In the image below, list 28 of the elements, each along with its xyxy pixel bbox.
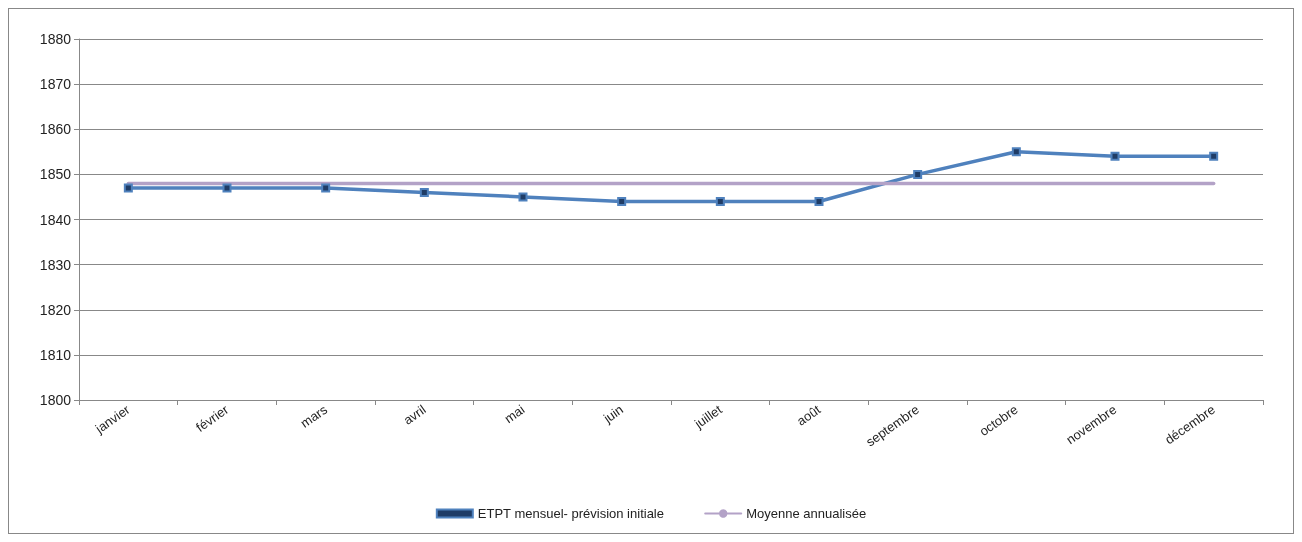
point bbox=[913, 169, 923, 179]
x-tick-label: avril bbox=[400, 401, 429, 428]
point bbox=[518, 192, 528, 202]
y-tick-label: 1850 bbox=[39, 166, 72, 183]
point bbox=[222, 183, 232, 193]
y-tick-label: 1870 bbox=[39, 76, 72, 93]
y-tick-label: 1860 bbox=[39, 121, 72, 138]
y-tick-label: 1820 bbox=[39, 301, 72, 318]
point bbox=[617, 196, 627, 206]
x-tick-label: mai bbox=[501, 401, 528, 427]
point bbox=[1011, 147, 1021, 157]
point bbox=[1110, 151, 1120, 161]
point bbox=[321, 183, 331, 193]
y-tick-label: 1840 bbox=[39, 211, 72, 228]
legend-label: Moyenne annualisée bbox=[746, 506, 867, 521]
point bbox=[715, 196, 725, 206]
y-tick-label: 1880 bbox=[39, 31, 72, 47]
point bbox=[814, 196, 824, 206]
y-tick-label: 1800 bbox=[39, 392, 72, 408]
x-tick-label: juin bbox=[599, 401, 626, 427]
y-tick-label: 1810 bbox=[39, 346, 72, 363]
legend-label: ETPT mensuel- prévision initiale bbox=[477, 506, 664, 521]
point bbox=[1209, 151, 1219, 161]
y-tick-label: 1830 bbox=[39, 256, 72, 273]
x-tick-label: août bbox=[793, 401, 824, 429]
x-tick-label: mars bbox=[297, 401, 331, 431]
point bbox=[419, 187, 429, 197]
point bbox=[123, 183, 133, 193]
